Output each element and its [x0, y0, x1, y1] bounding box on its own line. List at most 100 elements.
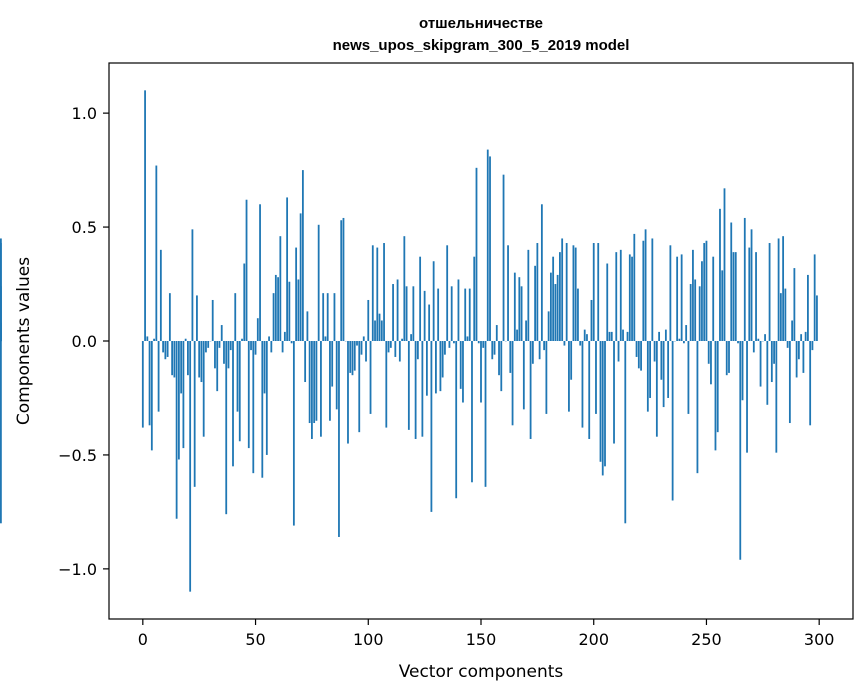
bar-217 — [631, 256, 633, 341]
bar-28 — [205, 341, 207, 353]
bar-287 — [788, 341, 791, 424]
bar-238 — [678, 338, 681, 341]
bar-199 — [590, 299, 593, 341]
bar-232 — [664, 329, 667, 341]
bar-265 — [739, 341, 742, 560]
bar-65 — [288, 281, 291, 341]
bar-53 — [261, 341, 264, 478]
bar-3 — [148, 341, 151, 426]
bar-74 — [308, 341, 311, 424]
bar-219 — [635, 341, 638, 357]
bar-44 — [241, 338, 243, 341]
bar-142 — [462, 341, 464, 403]
bar-83 — [329, 341, 331, 421]
bar-119 — [410, 334, 413, 341]
bar-165 — [513, 272, 516, 341]
bar-256 — [719, 208, 721, 341]
bar-97 — [360, 341, 363, 355]
bar-69 — [297, 279, 300, 341]
bar-130 — [435, 341, 437, 394]
bar-178 — [543, 341, 546, 351]
bar-261 — [730, 222, 733, 341]
bar-188 — [565, 243, 568, 341]
bar-269 — [748, 247, 751, 341]
bar-86 — [335, 341, 338, 410]
bar-208 — [610, 331, 613, 341]
bar-277 — [766, 341, 769, 405]
bar-6 — [155, 165, 158, 341]
bar-138 — [453, 341, 455, 344]
bar-66 — [290, 341, 293, 344]
bar-171 — [527, 249, 530, 341]
bar-147 — [473, 256, 476, 341]
bar-10 — [164, 341, 167, 360]
bar-162 — [507, 245, 509, 341]
bar-247 — [698, 286, 701, 341]
bar-237 — [676, 256, 679, 341]
bar-8 — [159, 249, 162, 341]
bar-102 — [371, 245, 374, 341]
bar-98 — [362, 336, 365, 341]
bar-281 — [775, 341, 778, 453]
x-tick-label: 100 — [353, 630, 384, 649]
bar-40 — [232, 341, 234, 467]
bar-94 — [353, 341, 356, 371]
bar-116 — [403, 236, 406, 341]
bar-23 — [193, 341, 196, 487]
bar-282 — [777, 238, 780, 341]
bar-204 — [601, 341, 604, 476]
bar-20 — [187, 341, 189, 376]
bar-68 — [295, 247, 298, 341]
bar-295 — [807, 274, 809, 341]
bar-77 — [315, 341, 318, 421]
bar-234 — [669, 245, 672, 341]
bar-224 — [646, 341, 649, 412]
bar-78 — [317, 224, 320, 341]
bar-149 — [477, 341, 480, 344]
bar-157 — [495, 325, 498, 341]
bar-104 — [376, 247, 379, 341]
bar-264 — [737, 341, 739, 344]
bar-25 — [198, 341, 201, 378]
bar-51 — [256, 318, 259, 341]
bar-145 — [468, 288, 471, 341]
bar-182 — [552, 256, 555, 341]
bar-127 — [428, 304, 431, 341]
chart-subtitle: news_upos_skipgram_300_5_2019 model — [333, 37, 630, 54]
bar-117 — [405, 286, 408, 341]
bar-26 — [200, 341, 203, 383]
bar-89 — [342, 217, 345, 341]
bar-255 — [716, 341, 719, 433]
bar-73 — [306, 311, 309, 341]
bar-263 — [734, 252, 737, 341]
bar-70 — [299, 213, 302, 341]
bar-59 — [274, 274, 277, 341]
bar-172 — [529, 341, 532, 439]
bar-38 — [227, 341, 230, 369]
bar-60 — [277, 277, 279, 341]
bar-71 — [301, 170, 304, 341]
bar-16 — [177, 341, 180, 460]
bar-185 — [559, 252, 561, 341]
bar-227 — [653, 341, 656, 362]
bar-292 — [800, 334, 803, 341]
bar-245 — [694, 279, 697, 341]
bar-undefined — [0, 341, 2, 524]
bar-289 — [793, 268, 796, 341]
bar-164 — [511, 341, 514, 426]
bar-183 — [554, 284, 557, 341]
bar-248 — [701, 261, 703, 341]
bar-213 — [622, 329, 624, 341]
bar-167 — [518, 277, 521, 341]
bar-43 — [238, 341, 241, 442]
bar-100 — [367, 299, 370, 341]
plot-area-frame — [108, 62, 854, 620]
bar-14 — [173, 341, 176, 378]
bar-46 — [245, 199, 248, 341]
bar-79 — [320, 341, 322, 437]
bar-93 — [351, 341, 354, 376]
bar-214 — [624, 341, 627, 524]
bar-170 — [525, 320, 527, 341]
bar-294 — [804, 331, 807, 341]
bar-1 — [144, 90, 146, 341]
